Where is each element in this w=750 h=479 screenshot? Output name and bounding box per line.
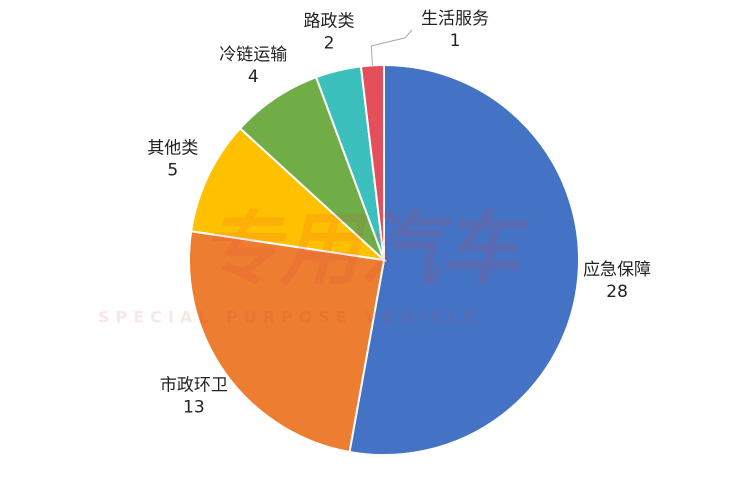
pie-slice (359, 63, 385, 261)
pie-slice (188, 230, 386, 454)
pie-slice (348, 63, 580, 456)
slice-value: 5 (167, 160, 178, 180)
watermark: 专用汽车 (200, 203, 530, 296)
slice-value: 28 (606, 282, 628, 302)
slice-label: 冷链运输 (219, 45, 287, 65)
slice-label: 其他类 (147, 138, 198, 158)
slice-value: 1 (450, 31, 461, 51)
watermark-subtitle: SPECIAL PURPOSE VEHICLE (98, 308, 482, 327)
slice-label: 应急保障 (583, 260, 651, 280)
pie-slice (190, 126, 388, 262)
slice-label: 市政环卫 (160, 375, 228, 395)
slice-label: 路政类 (304, 12, 355, 32)
slice-value: 4 (248, 67, 259, 87)
slice-value: 2 (324, 34, 335, 54)
slice-value: 13 (183, 397, 205, 417)
leader-line (370, 29, 413, 66)
slice-label: 生活服务 (421, 9, 489, 29)
